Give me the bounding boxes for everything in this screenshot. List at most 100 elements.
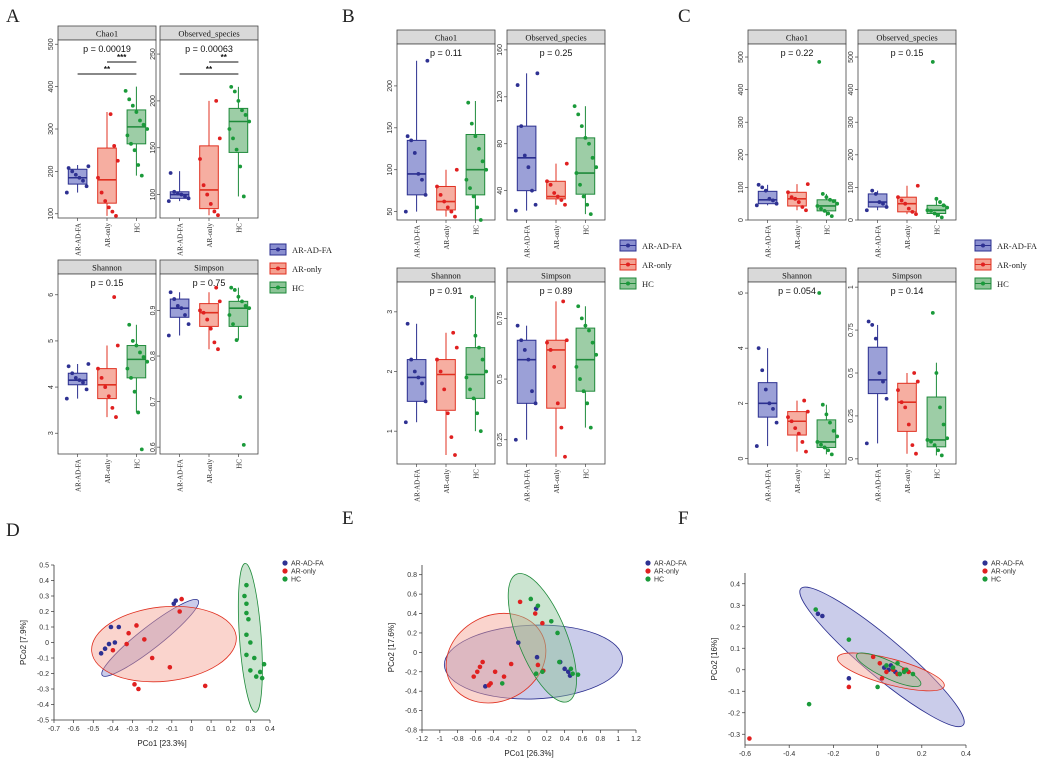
data-point bbox=[938, 405, 942, 410]
data-point bbox=[106, 394, 111, 399]
data-point-hc bbox=[528, 596, 534, 602]
data-point bbox=[464, 375, 469, 380]
data-point-hc bbox=[244, 610, 249, 616]
data-point bbox=[555, 194, 560, 199]
data-point bbox=[800, 440, 805, 444]
data-point bbox=[438, 369, 443, 374]
legend-label: HC bbox=[654, 577, 664, 584]
x-tick-label: AR-AD-FA bbox=[875, 469, 883, 502]
y-tick-label: 0.6 bbox=[150, 442, 157, 452]
box-ar-only bbox=[97, 147, 117, 204]
x-tick-label: AR-AD-FA bbox=[875, 225, 883, 258]
data-point-hc bbox=[806, 701, 812, 707]
y-tick-label: 0 bbox=[736, 667, 740, 674]
x-tick-label: AR-AD-FA bbox=[414, 225, 422, 258]
data-point bbox=[66, 166, 71, 170]
legend-label: AR-AD-FA bbox=[291, 561, 324, 568]
data-point bbox=[409, 138, 414, 143]
y-tick-label: -0.8 bbox=[405, 728, 417, 735]
data-point bbox=[132, 389, 137, 394]
data-point bbox=[563, 202, 567, 207]
y-tick-label: 0.1 bbox=[730, 646, 740, 653]
data-point bbox=[831, 199, 836, 203]
x-tick-label: -0.7 bbox=[48, 726, 60, 733]
data-point bbox=[240, 299, 244, 304]
data-point bbox=[910, 209, 915, 214]
box-ar-ad-fa bbox=[406, 359, 427, 402]
data-point bbox=[442, 387, 447, 392]
data-point-ar-only bbox=[474, 669, 480, 675]
data-point bbox=[229, 84, 234, 89]
data-point-hc bbox=[890, 665, 896, 670]
data-point-hc bbox=[897, 671, 902, 677]
data-point bbox=[186, 196, 191, 201]
y-tick-label: 100 bbox=[150, 189, 157, 201]
data-point bbox=[526, 357, 531, 362]
data-point bbox=[896, 195, 900, 200]
box-ar-only bbox=[97, 368, 117, 400]
data-point bbox=[903, 405, 908, 410]
data-point bbox=[915, 183, 920, 188]
data-point bbox=[141, 355, 146, 359]
data-point bbox=[201, 183, 206, 188]
data-point bbox=[535, 71, 540, 76]
box-hc bbox=[465, 134, 486, 196]
data-point bbox=[86, 362, 91, 366]
data-point bbox=[515, 83, 520, 87]
panel-label-B: B bbox=[342, 6, 355, 27]
data-point bbox=[425, 58, 430, 63]
data-point bbox=[559, 425, 564, 430]
x-tick-label: 0 bbox=[190, 726, 194, 733]
y-tick-label: 400 bbox=[848, 84, 855, 96]
data-point bbox=[139, 173, 144, 178]
facet-A-shannon: Shannon 3 4 5 6 AR-AD-FA AR-only HC p = 0.15 bbox=[48, 259, 157, 492]
data-point bbox=[198, 308, 202, 313]
x-tick-label: AR-only bbox=[794, 225, 802, 250]
legend-dot-ar-ad-fa bbox=[645, 560, 651, 566]
data-point-hc bbox=[540, 669, 545, 675]
data-point-ar-only bbox=[167, 665, 173, 670]
data-point bbox=[179, 306, 184, 311]
data-point bbox=[587, 141, 591, 146]
legend-label: HC bbox=[292, 283, 304, 293]
x-tick-label: -0.3 bbox=[127, 726, 139, 733]
y-tick-label: 0 bbox=[738, 456, 745, 460]
data-point bbox=[533, 401, 538, 406]
data-point bbox=[145, 359, 150, 364]
data-point bbox=[409, 357, 414, 362]
data-point bbox=[123, 88, 128, 93]
box-ar-ad-fa bbox=[757, 382, 778, 418]
p-value: p = 0.15 bbox=[891, 48, 924, 58]
data-point bbox=[793, 196, 798, 201]
data-point bbox=[578, 377, 582, 381]
x-tick-label: HC bbox=[235, 223, 243, 233]
x-tick-label: 0.3 bbox=[245, 726, 255, 733]
y-tick-label: -0.1 bbox=[728, 689, 740, 696]
y-tick-label: 6 bbox=[48, 293, 55, 297]
data-point bbox=[127, 97, 132, 102]
data-point-ar-only bbox=[480, 659, 485, 665]
data-point bbox=[519, 124, 524, 129]
legend-dot-hc bbox=[282, 576, 288, 582]
x-tick-label: HC bbox=[823, 469, 831, 479]
y-tick-label: 0 bbox=[848, 457, 855, 461]
data-point-hc bbox=[244, 601, 249, 607]
data-point bbox=[789, 195, 794, 200]
x-tick-label: AR-AD-FA bbox=[765, 225, 773, 258]
x-axis-label: PCo1 [26.3%] bbox=[504, 749, 553, 758]
panel-label-F: F bbox=[678, 508, 689, 529]
data-point bbox=[236, 98, 241, 103]
ellipse-ar-only bbox=[91, 605, 237, 683]
legend-label: AR-only bbox=[991, 569, 1016, 576]
data-point-ar-only bbox=[540, 620, 545, 626]
data-point bbox=[754, 444, 759, 448]
data-point bbox=[530, 188, 534, 193]
y-tick-label: 100 bbox=[738, 181, 745, 193]
data-point bbox=[129, 375, 133, 380]
data-point bbox=[936, 213, 941, 218]
y-tick-label: -0.6 bbox=[405, 708, 417, 715]
data-point bbox=[73, 375, 78, 380]
y-tick-label: -0.2 bbox=[728, 710, 740, 717]
